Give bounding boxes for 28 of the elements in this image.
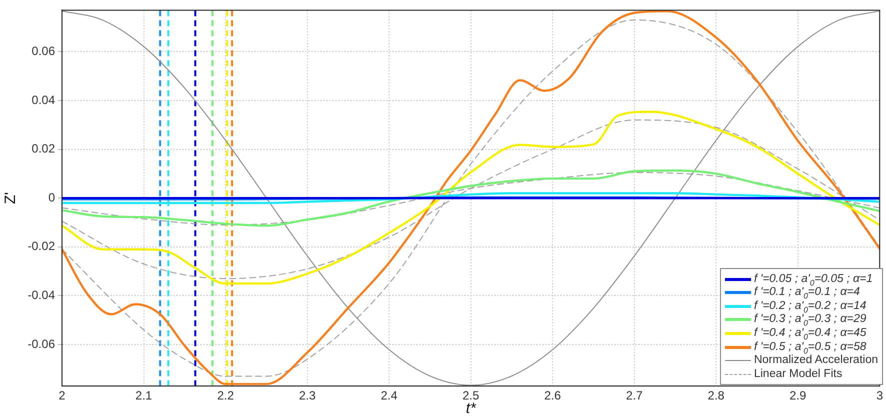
x-tick-label: 2.7: [626, 388, 644, 403]
x-axis-title: t*: [466, 400, 477, 418]
legend-label: f '=0.05 ; a'$_{0}$=0.05 ; α=1: [754, 272, 873, 287]
x-tick-label: 2: [58, 388, 66, 403]
x-tick-label: 2.6: [544, 388, 562, 403]
legend-label: f '=0.3 ; a'$_{0}$=0.3 ; α=29: [754, 313, 866, 328]
y-tick-label: 0.02: [32, 142, 56, 156]
legend-label: f '=0.1 ; a'$_{0}$=0.1 ; α=4: [754, 286, 860, 300]
y-tick-label: 0.04: [32, 92, 56, 107]
x-tick-label: 2.9: [790, 388, 807, 403]
legend-label: f '=0.2 ; a'$_{0}$=0.2 ; α=14: [754, 300, 866, 314]
legend-label: f '=0.4 ; a'$_{0}$=0.4 ; α=45: [754, 326, 866, 342]
y-tick-label: -0.04: [28, 288, 56, 302]
x-tick-label: 2.1: [135, 388, 152, 403]
y-tick-label: 0.06: [32, 44, 56, 58]
x-tick-label: 2.3: [298, 388, 316, 403]
legend-label: f '=0.5 ; a'$_{0}$=0.5 ; α=58: [754, 340, 866, 355]
y-tick-label: -0.06: [28, 336, 56, 351]
legend-label: Linear Model Fits: [754, 368, 842, 381]
x-tick-label: 3: [876, 388, 884, 403]
x-tick-label: 2.2: [217, 388, 234, 403]
y-axis-title: Z': [2, 192, 20, 204]
x-tick-label: 2.5: [462, 388, 480, 403]
x-tick-label: 2.4: [380, 388, 398, 403]
y-tick-label: -0.02: [28, 239, 56, 254]
legend-label: Normalized Acceleration: [754, 354, 878, 368]
y-tick-label: 0: [48, 190, 56, 204]
x-tick-label: 2.8: [708, 388, 725, 403]
